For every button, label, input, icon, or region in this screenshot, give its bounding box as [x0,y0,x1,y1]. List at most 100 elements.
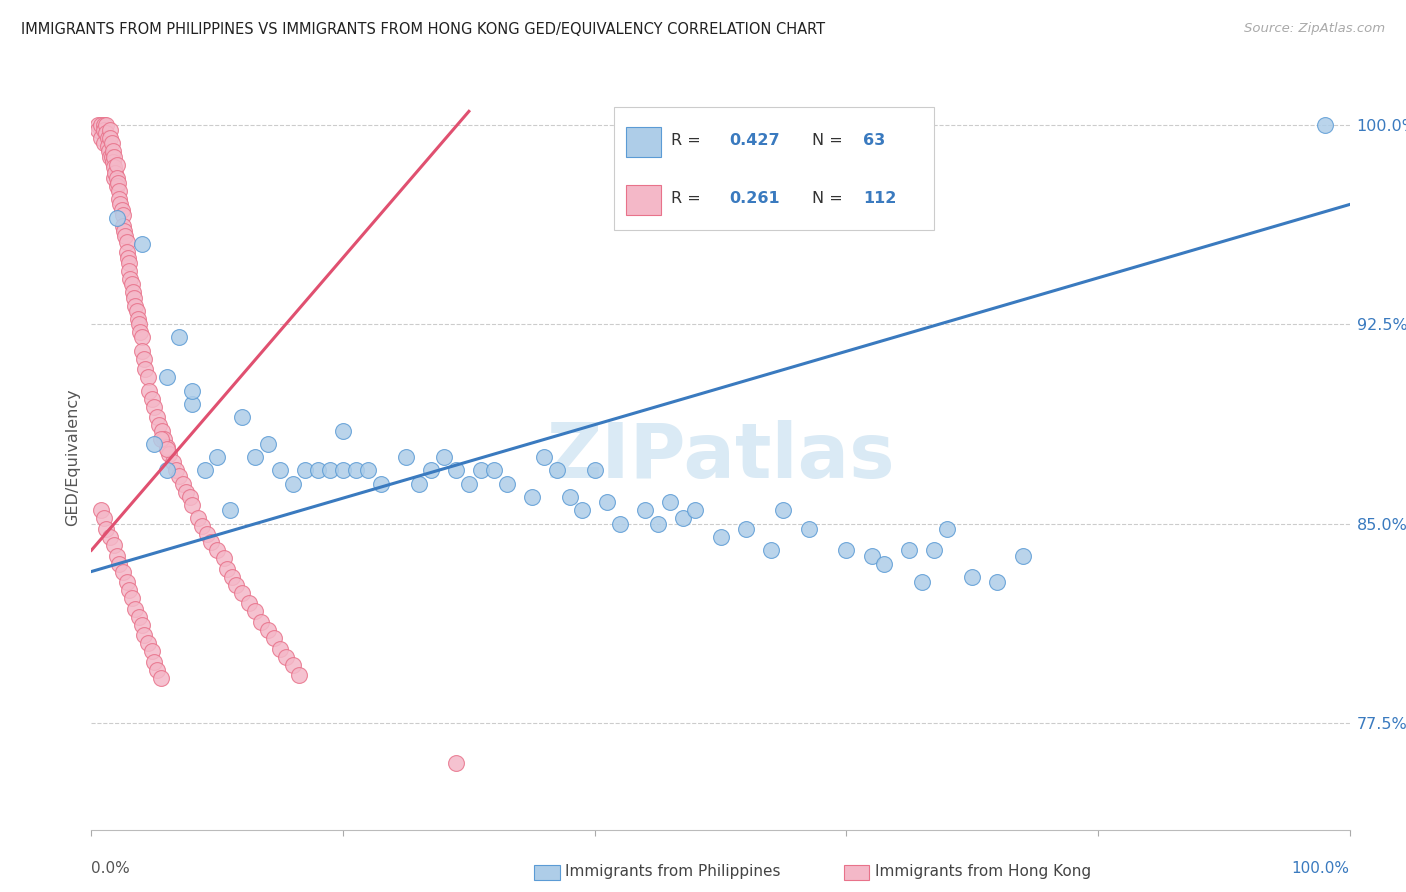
Point [191,519,214,533]
Point [156,442,179,457]
Point [243,604,266,618]
Point [103,170,125,185]
Point [105,549,128,563]
Point [470,463,492,477]
Point [125,303,148,318]
Point [860,549,883,563]
Point [231,586,253,600]
Point [108,192,131,206]
Point [734,522,756,536]
Point [332,424,354,438]
Point [111,565,134,579]
Point [583,463,606,477]
Point [111,208,134,222]
Point [143,655,166,669]
Point [146,663,169,677]
Point [86,123,108,137]
Bar [626,186,661,215]
Point [100,136,122,151]
Point [112,224,135,238]
Point [172,476,194,491]
Point [96,118,118,132]
Point [307,463,329,477]
Point [101,154,124,169]
Point [446,756,468,770]
Point [281,476,304,491]
Point [520,490,543,504]
Point [90,503,112,517]
Point [131,617,153,632]
Point [212,551,235,566]
Point [90,131,112,145]
Point [93,118,115,132]
Point [156,370,179,384]
Point [110,202,132,217]
Point [1011,549,1033,563]
Point [98,150,121,164]
Point [332,463,354,477]
Point [124,299,146,313]
Point [231,410,253,425]
Point [129,325,152,339]
Point [225,578,247,592]
Point [165,463,187,477]
Point [86,118,108,132]
Text: 0.261: 0.261 [730,191,780,206]
Point [148,418,170,433]
Text: 0.427: 0.427 [730,133,780,148]
Text: Immigrants from Hong Kong: Immigrants from Hong Kong [875,864,1091,879]
Point [108,184,131,198]
Point [797,522,820,536]
Point [195,527,218,541]
Point [149,671,172,685]
Point [288,668,311,682]
Point [169,330,191,344]
Point [924,543,946,558]
Point [97,131,120,145]
Point [269,641,291,656]
FancyBboxPatch shape [613,107,935,230]
Point [143,400,166,414]
Point [634,503,657,517]
Point [115,245,138,260]
Point [659,495,682,509]
Point [408,476,430,491]
Point [103,150,125,164]
Point [672,511,695,525]
Point [294,463,316,477]
Text: N =: N = [813,133,848,148]
Point [93,123,115,137]
Bar [626,128,661,157]
Point [243,450,266,464]
Point [103,538,125,552]
Point [153,432,176,446]
Point [90,118,112,132]
Point [1313,118,1336,132]
Point [108,557,131,571]
Point [121,277,143,292]
Point [181,397,204,411]
Point [105,170,128,185]
Point [898,197,921,211]
Point [319,463,342,477]
Point [772,503,794,517]
Point [124,601,146,615]
Text: R =: R = [672,191,706,206]
Point [141,392,163,406]
Point [200,535,222,549]
Point [276,649,298,664]
Point [546,463,568,477]
Point [111,219,134,233]
Point [131,330,153,344]
Text: IMMIGRANTS FROM PHILIPPINES VS IMMIGRANTS FROM HONG KONG GED/EQUIVALENCY CORRELA: IMMIGRANTS FROM PHILIPPINES VS IMMIGRANT… [21,22,825,37]
Point [110,197,132,211]
Point [128,317,150,331]
Point [685,503,707,517]
Point [150,424,173,438]
Point [118,583,141,598]
Point [162,455,184,469]
Text: Source: ZipAtlas.com: Source: ZipAtlas.com [1244,22,1385,36]
Point [482,463,505,477]
Point [457,476,479,491]
Point [134,628,156,642]
